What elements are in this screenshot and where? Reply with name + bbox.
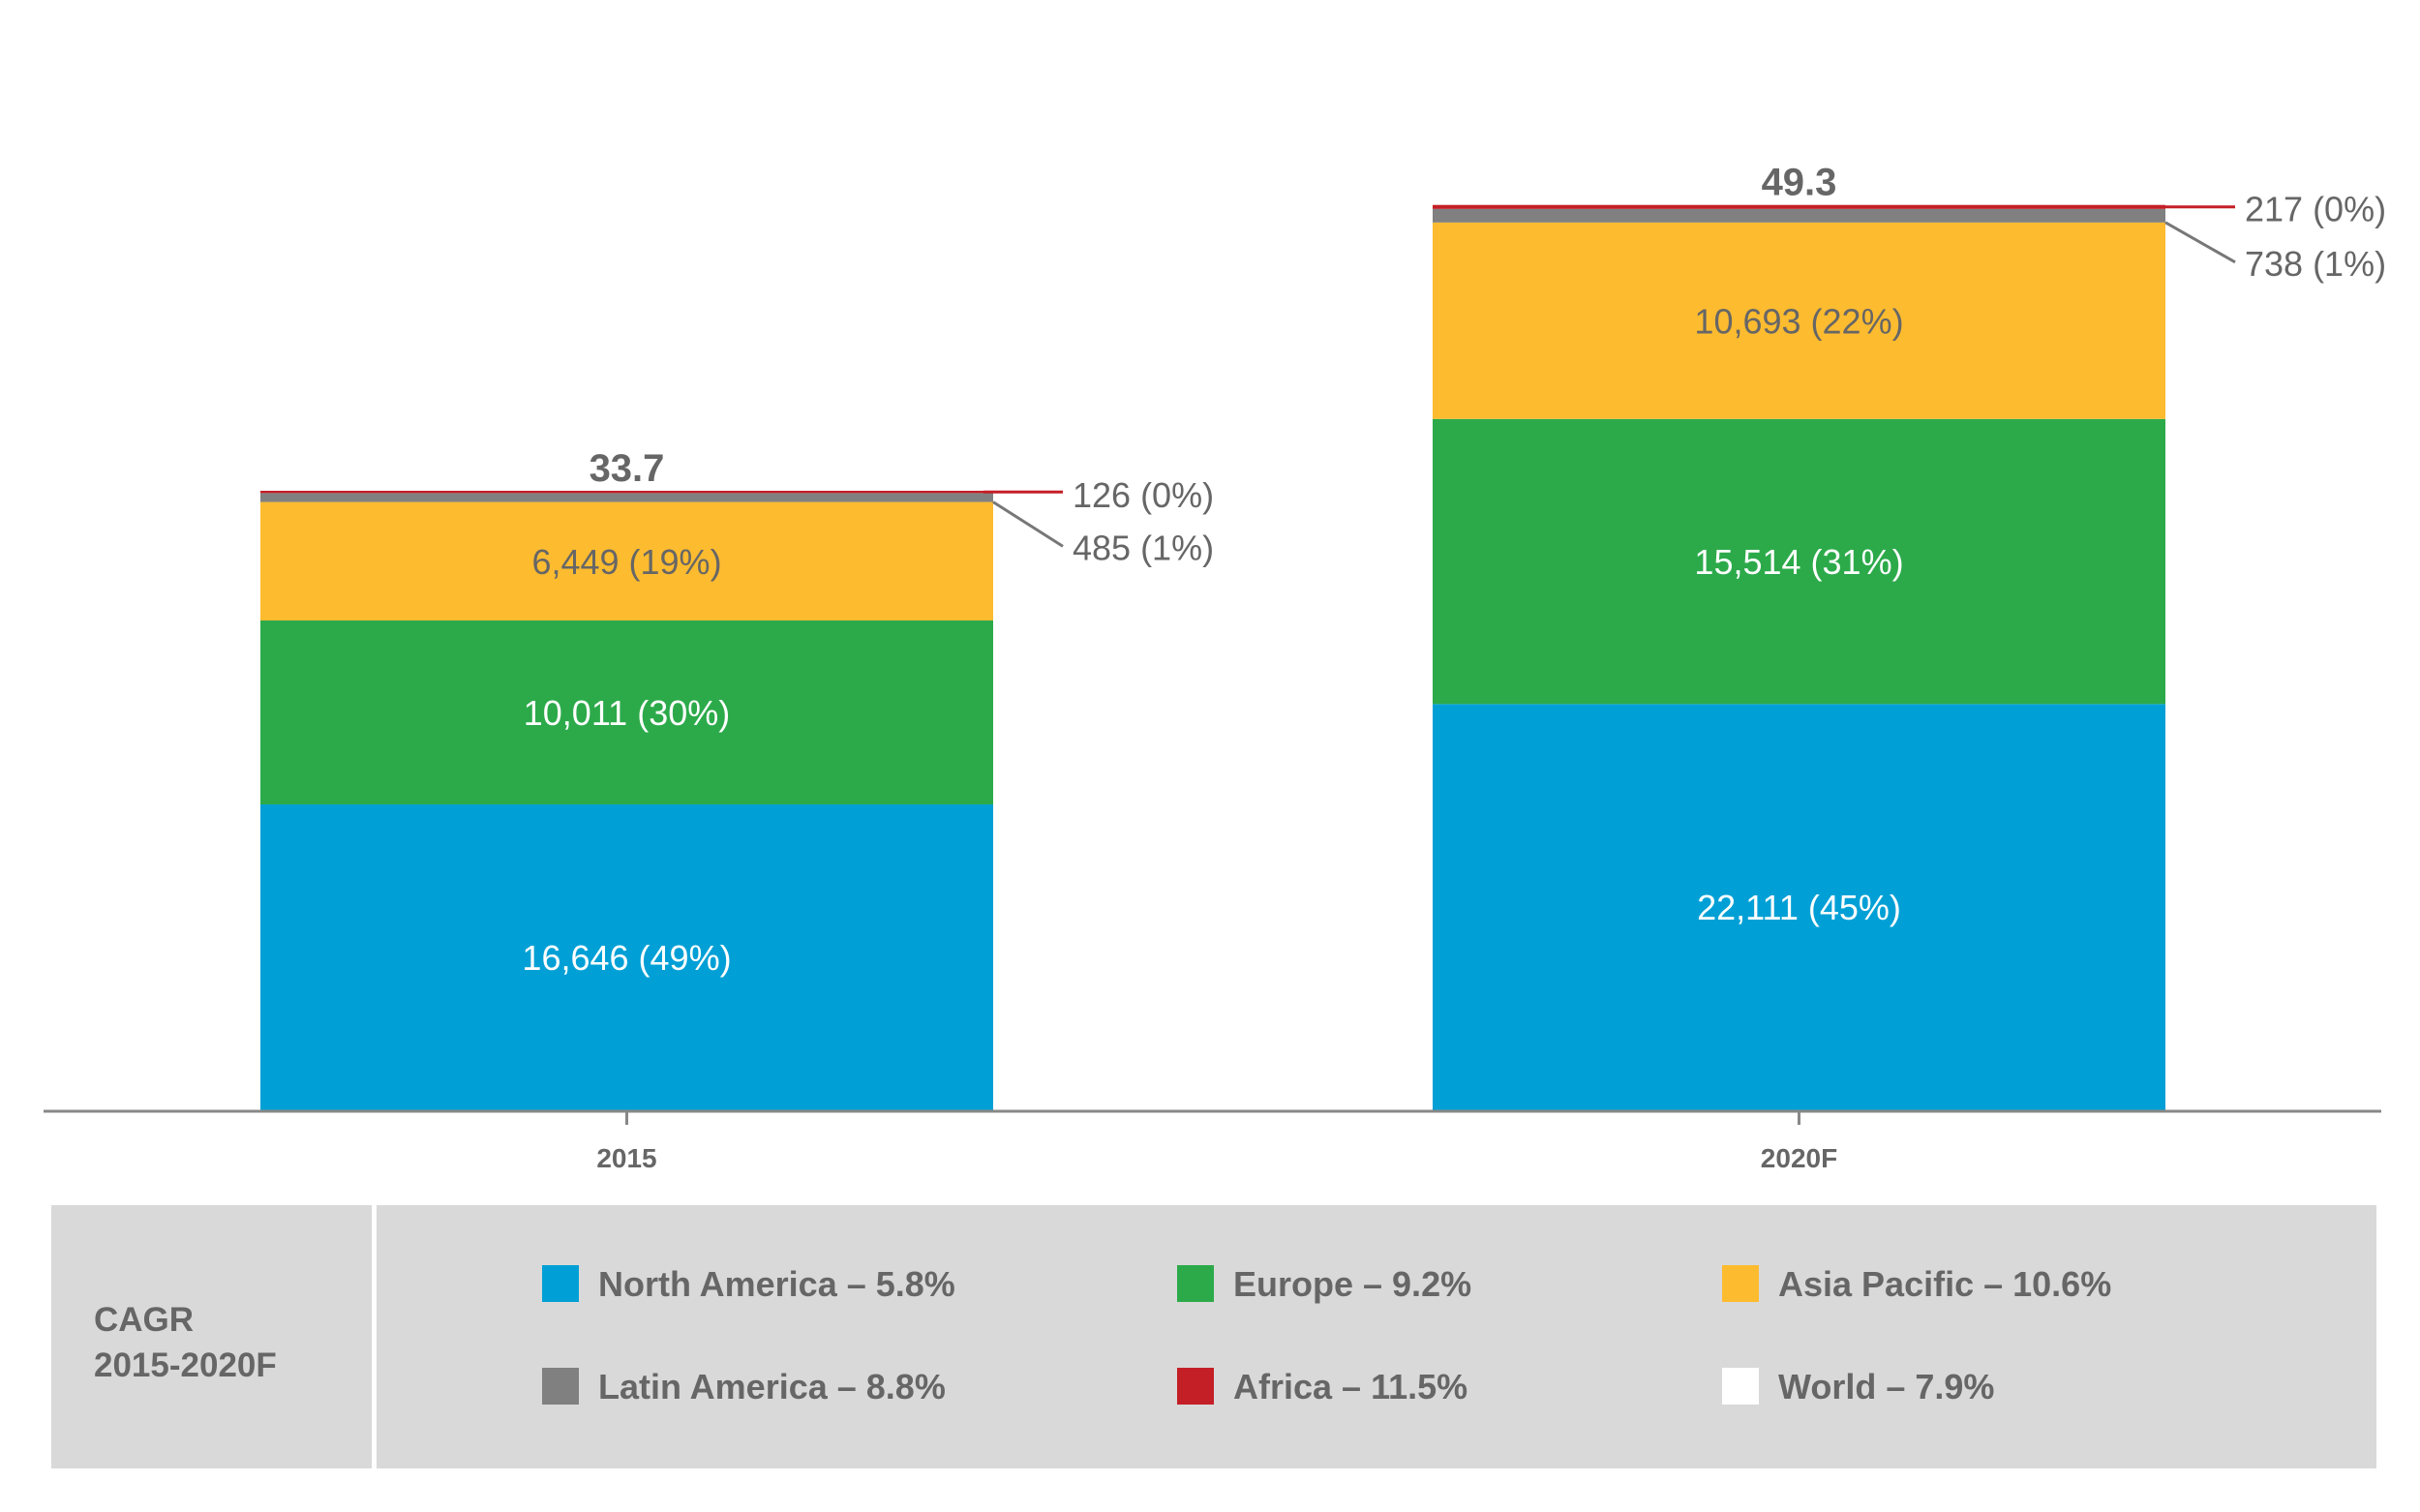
bar-segment-north-america bbox=[260, 804, 993, 1110]
legend-swatch bbox=[542, 1368, 579, 1405]
x-ticks: 2015 2020F bbox=[596, 1110, 1837, 1173]
legend-label: Europe – 9.2% bbox=[1233, 1264, 1471, 1304]
legend-swatch bbox=[542, 1265, 579, 1302]
data-label: 10,693 (22%) bbox=[1694, 301, 1903, 341]
bar-segment-north-america bbox=[1433, 704, 2165, 1110]
legend-label: Latin America – 8.8% bbox=[598, 1367, 946, 1406]
bar-segment-africa bbox=[260, 491, 993, 494]
bar-segment-europe bbox=[1433, 418, 2165, 705]
x-tick-label: 2020F bbox=[1761, 1143, 1837, 1173]
x-tick-label: 2015 bbox=[596, 1143, 656, 1173]
data-label: 126 (0%) bbox=[1073, 475, 1214, 515]
legend-label: North America – 5.8% bbox=[598, 1264, 955, 1304]
legend-swatch bbox=[1722, 1368, 1759, 1405]
callout-line bbox=[2164, 221, 2236, 264]
data-label: 15,514 (31%) bbox=[1694, 542, 1903, 582]
legend-label: Africa – 11.5% bbox=[1233, 1367, 1467, 1406]
bar-segment-latin-america bbox=[260, 493, 993, 502]
bar-segment-asia-pacific bbox=[260, 501, 993, 621]
data-label: 22,111 (45%) bbox=[1697, 888, 1901, 927]
data-label: 6,449 (19%) bbox=[531, 542, 721, 582]
total-label: 49.3 bbox=[1762, 162, 1837, 204]
bars: 16,646 (49%) 10,011 (30%) 6,449 (19%) 485 (… bbox=[260, 162, 2386, 1110]
bar-segment-africa bbox=[1433, 204, 2165, 209]
data-label: 10,011 (30%) bbox=[524, 693, 730, 733]
data-label: 217 (0%) bbox=[2245, 190, 2386, 229]
data-label: 485 (1%) bbox=[1073, 528, 1214, 567]
legend-title-line2: 2015-2020F bbox=[94, 1346, 277, 1384]
legend-panel: CAGR 2015-2020F North America – 5.8% Euro… bbox=[51, 1205, 2376, 1468]
legend-label: World – 7.9% bbox=[1778, 1367, 1994, 1406]
total-label: 33.7 bbox=[590, 447, 665, 490]
legend-label: Asia Pacific – 10.6% bbox=[1778, 1264, 2111, 1304]
callout-line bbox=[992, 500, 1064, 548]
data-label: 16,646 (49%) bbox=[522, 938, 731, 978]
data-label: 738 (1%) bbox=[2245, 244, 2386, 284]
legend-title-line1: CAGR bbox=[94, 1301, 194, 1339]
bar-segment-europe bbox=[260, 620, 993, 805]
legend-swatch bbox=[1177, 1265, 1214, 1302]
bar-segment-asia-pacific bbox=[1433, 222, 2165, 419]
legend-swatch bbox=[1722, 1265, 1759, 1302]
legend-swatch bbox=[1177, 1368, 1214, 1405]
bar-segment-latin-america bbox=[1433, 208, 2165, 223]
